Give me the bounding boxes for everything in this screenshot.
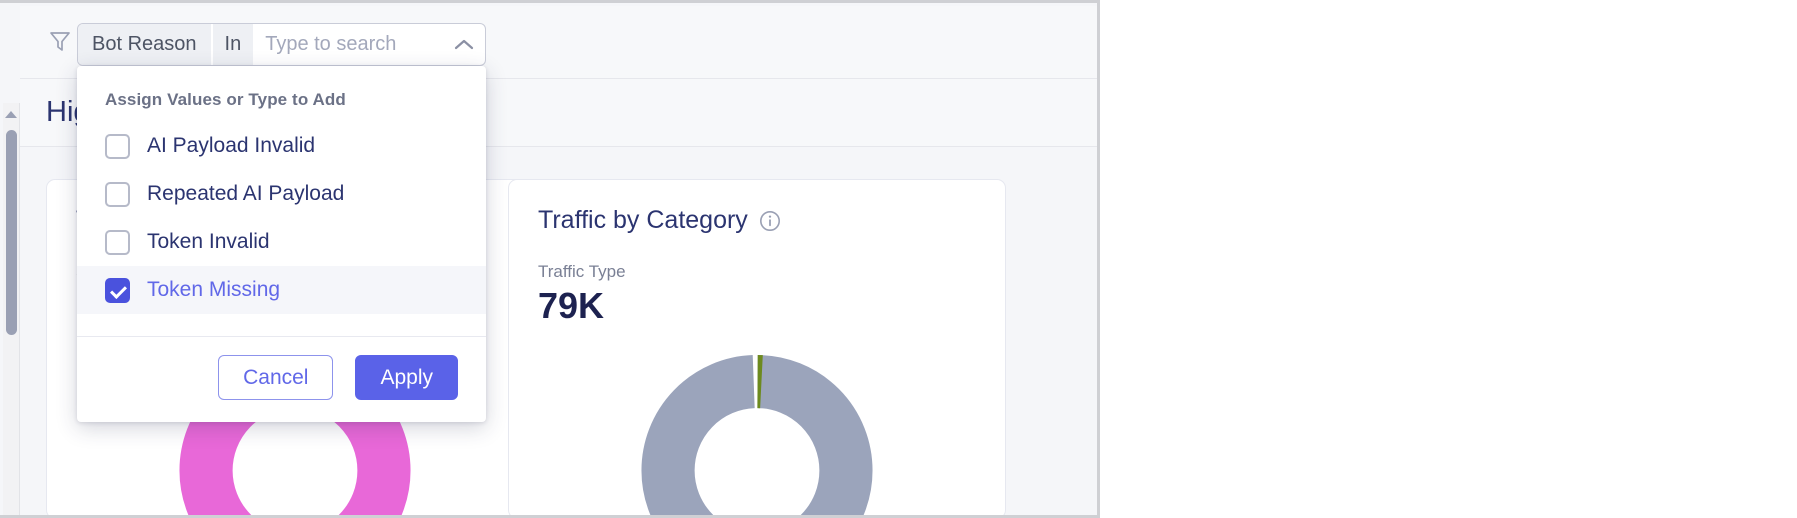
- option-label: Token Missing: [147, 278, 281, 301]
- app-window: Bot Reason In Highlights Traffic by Sour…: [0, 0, 1100, 518]
- info-circle-icon[interactable]: [759, 210, 781, 232]
- option-row-ai-payload-invalid[interactable]: AI Payload Invalid: [77, 122, 486, 170]
- donut-chart-category: [640, 353, 875, 515]
- filter-funnel-icon[interactable]: [47, 28, 73, 54]
- filter-input-control[interactable]: Bot Reason In: [77, 23, 486, 66]
- scrollbar-thumb[interactable]: [6, 130, 17, 335]
- filter-operator-chip[interactable]: In: [212, 24, 254, 65]
- option-row-repeated-ai-payload[interactable]: Repeated AI Payload: [77, 170, 486, 218]
- option-label: Token Invalid: [147, 230, 270, 253]
- option-label: Repeated AI Payload: [147, 182, 345, 205]
- option-row-token-invalid[interactable]: Token Invalid: [77, 218, 486, 266]
- cancel-button[interactable]: Cancel: [218, 355, 334, 400]
- option-label: AI Payload Invalid: [147, 134, 316, 157]
- page-scrollbar[interactable]: [3, 103, 20, 515]
- option-row-token-missing[interactable]: Token Missing: [77, 266, 486, 314]
- filter-search-input[interactable]: [253, 33, 443, 56]
- card-traffic-by-category: Traffic by Category Traffic Type 79K: [508, 179, 1006, 515]
- filter-field-chip[interactable]: Bot Reason: [78, 24, 211, 65]
- checkbox-token-missing[interactable]: [105, 277, 130, 303]
- dropdown-actions: Cancel Apply: [77, 336, 486, 422]
- filter-values-dropdown: Assign Values or Type to Add AI Payload …: [77, 66, 486, 422]
- card-title-text: Traffic by Category: [538, 206, 748, 234]
- card-metric-value: 79K: [538, 285, 605, 326]
- scroll-up-arrow-icon[interactable]: [5, 111, 17, 118]
- apply-button[interactable]: Apply: [355, 355, 458, 400]
- checkbox-ai-payload-invalid[interactable]: [105, 133, 130, 159]
- card-metric-label: Traffic Type: [538, 262, 626, 281]
- dropdown-heading: Assign Values or Type to Add: [105, 90, 346, 109]
- donut-chart-source: [178, 353, 413, 515]
- chevron-up-icon[interactable]: [443, 24, 485, 65]
- card-title: Traffic by Category: [538, 206, 781, 235]
- checkbox-repeated-ai-payload[interactable]: [105, 181, 130, 207]
- checkbox-token-invalid[interactable]: [105, 229, 130, 255]
